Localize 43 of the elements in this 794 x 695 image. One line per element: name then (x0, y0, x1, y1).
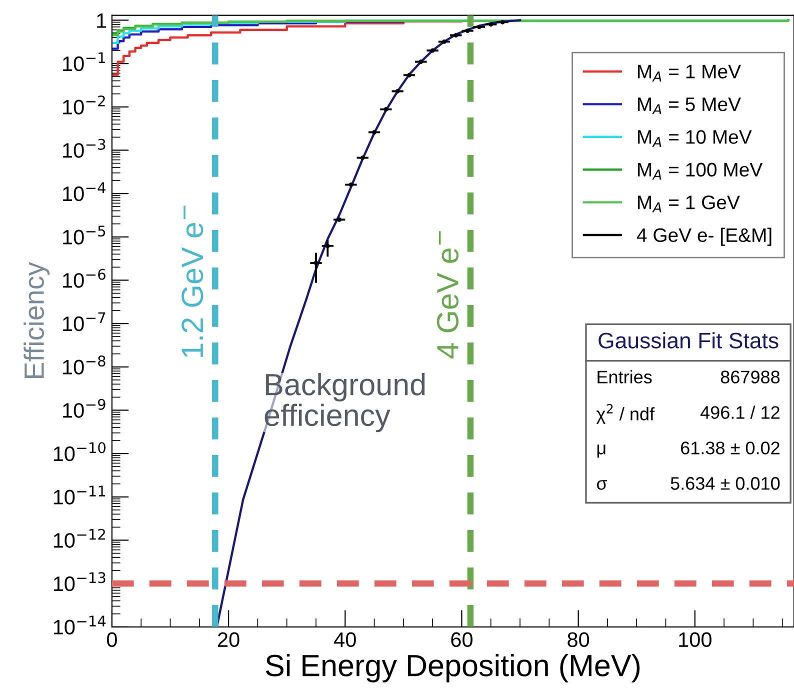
legend-label: M$_{A}$ = 1 MeV (638, 64, 741, 82)
y-axis-title: Efficiency (24, 262, 50, 378)
annotation: Gaussian Fit Stats (598, 332, 778, 348)
x-tick-label: 20 (218, 632, 240, 648)
annotation: χ$^{2}$ / ndf (596, 404, 655, 424)
annotation: 867988 (720, 370, 780, 384)
legend-label: 4 GeV e- [E&M] (636, 228, 772, 246)
y-tick-label: 10$^{−5}$ (63, 226, 106, 245)
x-tick-label: 100 (679, 632, 712, 648)
y-tick-label: 10$^{−8}$ (63, 355, 106, 374)
y-tick-label: 10$^{−13}$ (54, 572, 106, 592)
annotation: Background efficiency (264, 373, 425, 432)
x-tick-label: 0 (106, 632, 117, 648)
legend-label: M$_{A}$ = 100 MeV (638, 162, 763, 180)
y-tick-label: 10$^{−3}$ (63, 138, 106, 158)
ref-line-label: 1.2 GeV e$^{−}$ (182, 206, 204, 357)
y-tick-label: 1 (97, 13, 106, 28)
y-tick-label: 10$^{−12}$ (54, 528, 105, 548)
y-tick-label: 10$^{−6}$ (63, 268, 106, 288)
legend-label: M$_{A}$ = 1 GeV (638, 196, 740, 212)
legend-label: M$_{A}$ = 10 MeV (638, 130, 752, 147)
y-tick-label: 10$^{−10}$ (54, 442, 106, 462)
y-tick-label: 10$^{−4}$ (63, 182, 106, 202)
legend-label: M$_{A}$ = 5 MeV (638, 98, 741, 114)
annotation: Entries (598, 370, 652, 384)
ref-line-label: 4 GeV e$^{−}$ (436, 231, 459, 359)
x-tick-label: 60 (451, 632, 472, 648)
annotation: 496.1 / 12 (700, 406, 780, 419)
y-tick-label: 10$^{−14}$ (54, 616, 106, 634)
annotation: σ (596, 480, 608, 490)
y-tick-label: 10$^{−11}$ (54, 486, 106, 504)
annotation: 5.634 ± 0.010 (670, 477, 780, 490)
annotation: μ (597, 444, 606, 458)
y-tick-label: 10$^{−7}$ (63, 312, 106, 332)
x-tick-label: 40 (334, 632, 356, 648)
point (314, 260, 318, 266)
annotation: 61.38 ± 0.02 (681, 442, 780, 454)
x-tick-label: 80 (568, 632, 590, 648)
y-tick-label: 10$^{−2}$ (63, 95, 105, 114)
point (325, 244, 330, 248)
y-tick-label: 10$^{−9}$ (63, 398, 106, 418)
y-tick-label: 10$^{−1}$ (63, 52, 105, 72)
x-axis-title: Si Energy Deposition (MeV) (266, 654, 640, 682)
